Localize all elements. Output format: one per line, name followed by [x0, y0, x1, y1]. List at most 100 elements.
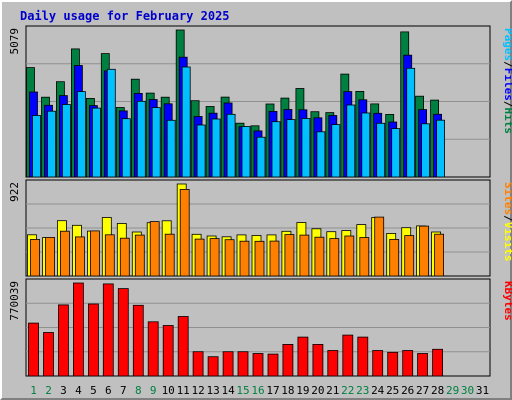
bar-pages-day-27 [421, 123, 431, 178]
bar-kbytes-day-8 [132, 304, 144, 377]
bar-pages-day-5 [92, 107, 101, 178]
bar-pages-day-4 [77, 91, 86, 178]
x-tick-label-day-2: 2 [45, 384, 52, 397]
bar-sites-day-14 [224, 239, 235, 277]
x-tick-label-day-17: 17 [266, 384, 279, 397]
bar-pages-day-2 [47, 110, 56, 178]
panel-1-ymax-label: 5079 [8, 28, 21, 55]
x-tick-label-day-13: 13 [206, 384, 219, 397]
bar-sites-day-18 [284, 234, 295, 277]
legend-entry: Visits [502, 222, 512, 262]
bar-pages-day-25 [391, 128, 401, 178]
x-tick-label-day-30: 30 [461, 384, 474, 397]
x-tick-label-day-19: 19 [296, 384, 309, 397]
x-tick-label-day-27: 27 [416, 384, 429, 397]
bar-kbytes-day-17 [267, 353, 279, 377]
bar-kbytes-day-13 [207, 356, 219, 377]
legend-entry: / [502, 61, 512, 68]
bar-sites-day-8 [134, 234, 145, 277]
bar-sites-day-3 [60, 230, 70, 277]
bar-pages-day-24 [376, 122, 386, 178]
bar-sites-day-1 [30, 238, 40, 277]
x-tick-label-day-24: 24 [371, 384, 385, 397]
bar-pages-day-28 [436, 119, 446, 178]
x-tick-label-day-25: 25 [386, 384, 399, 397]
bar-sites-day-19 [299, 234, 310, 277]
bar-kbytes-day-7 [117, 288, 129, 377]
bar-sites-day-11 [179, 188, 190, 277]
bar-kbytes-day-22 [342, 334, 354, 377]
bar-kbytes-day-3 [58, 304, 69, 377]
bar-pages-day-1 [32, 115, 41, 178]
bar-sites-day-7 [119, 237, 130, 277]
bar-kbytes-day-19 [297, 336, 309, 377]
x-tick-label-day-28: 28 [431, 384, 444, 397]
bar-sites-day-13 [209, 238, 220, 277]
x-tick-label-day-29: 29 [446, 384, 459, 397]
bar-sites-day-22 [344, 235, 355, 277]
bar-kbytes-day-21 [327, 350, 339, 377]
bar-pages-day-3 [62, 104, 71, 178]
bar-sites-day-6 [104, 234, 115, 277]
x-tick-label-day-21: 21 [326, 384, 339, 397]
x-tick-label-day-10: 10 [162, 384, 175, 397]
bar-sites-day-12 [194, 238, 205, 277]
panel-2-legend: Sites/Visits [502, 182, 512, 262]
bar-kbytes-day-1 [28, 322, 39, 377]
bar-pages-day-21 [331, 124, 341, 178]
bar-kbytes-day-24 [372, 350, 384, 377]
bar-pages-day-17 [271, 121, 281, 178]
legend-entry: Files [502, 68, 512, 101]
x-tick-label-day-8: 8 [135, 384, 142, 397]
x-tick-label-day-31: 31 [476, 384, 489, 397]
x-tick-label-day-3: 3 [60, 384, 67, 397]
bar-sites-day-21 [329, 238, 340, 277]
bar-sites-day-16 [254, 240, 265, 277]
legend-entry: Pages [502, 28, 512, 61]
bar-kbytes-day-11 [177, 316, 189, 377]
bar-sites-day-9 [149, 221, 160, 277]
bar-kbytes-day-5 [88, 303, 99, 377]
bar-pages-day-15 [241, 126, 251, 178]
bar-pages-day-26 [406, 67, 416, 178]
bar-kbytes-day-2 [43, 332, 54, 377]
bar-sites-day-10 [164, 233, 175, 277]
legend-entry: Hits [502, 108, 512, 135]
bar-kbytes-day-4 [73, 282, 84, 377]
bar-pages-day-7 [121, 118, 131, 178]
bar-kbytes-day-20 [312, 343, 324, 377]
bar-sites-day-20 [314, 236, 325, 277]
x-tick-label-day-11: 11 [177, 384, 190, 397]
x-tick-label-day-15: 15 [236, 384, 249, 397]
x-tick-label-day-14: 14 [221, 384, 235, 397]
x-tick-label-day-20: 20 [311, 384, 324, 397]
bar-pages-day-18 [286, 119, 296, 178]
bar-sites-day-5 [90, 230, 100, 277]
bar-kbytes-day-27 [417, 353, 429, 377]
bar-pages-day-6 [106, 68, 116, 178]
bar-kbytes-day-25 [387, 351, 399, 377]
x-tick-label-day-18: 18 [281, 384, 294, 397]
bar-sites-day-4 [75, 236, 85, 277]
bar-pages-day-10 [166, 119, 176, 178]
bar-sites-day-17 [269, 240, 280, 277]
x-tick-label-day-6: 6 [105, 384, 112, 397]
bar-pages-day-8 [136, 100, 146, 178]
panel-3-legend: KBytes [502, 281, 512, 321]
bar-pages-day-22 [346, 104, 356, 178]
bar-kbytes-day-10 [162, 325, 174, 377]
panel-3-ymax-label: 770039 [8, 281, 21, 321]
legend-entry: / [502, 101, 512, 108]
bar-sites-day-27 [419, 225, 430, 277]
bar-sites-day-26 [404, 235, 415, 277]
x-tick-label-day-1: 1 [30, 384, 37, 397]
legend-entry: KBytes [502, 281, 512, 321]
legend-entry: / [502, 215, 512, 222]
bar-kbytes-day-23 [357, 336, 369, 377]
bar-pages-day-16 [256, 136, 266, 178]
bar-pages-day-19 [301, 118, 311, 178]
legend-entry: Sites [502, 182, 512, 215]
bar-pages-day-11 [181, 66, 191, 178]
bar-pages-day-14 [226, 113, 236, 178]
